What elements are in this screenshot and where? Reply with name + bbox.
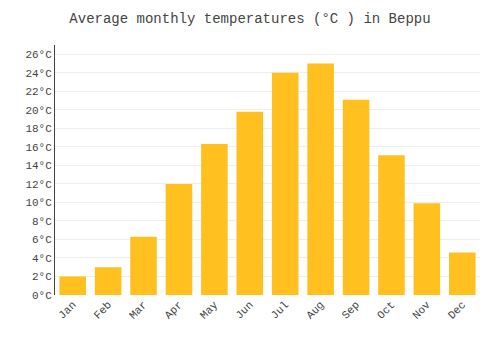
svg-text:Apr: Apr: [162, 299, 184, 321]
svg-text:0°C: 0°C: [32, 290, 52, 302]
svg-text:18°C: 18°C: [25, 123, 52, 135]
svg-text:Jul: Jul: [269, 299, 291, 321]
svg-text:Jun: Jun: [233, 299, 255, 321]
svg-text:Feb: Feb: [92, 299, 114, 321]
svg-text:Average monthly temperatures (: Average monthly temperatures (°C ) in Be…: [69, 11, 430, 27]
svg-text:10°C: 10°C: [25, 197, 52, 209]
svg-text:Oct: Oct: [375, 299, 397, 321]
svg-text:16°C: 16°C: [25, 142, 52, 154]
svg-text:14°C: 14°C: [25, 160, 52, 172]
svg-text:20°C: 20°C: [25, 105, 52, 117]
svg-text:2°C: 2°C: [32, 271, 52, 283]
svg-text:24°C: 24°C: [25, 68, 52, 80]
svg-text:Sep: Sep: [340, 299, 362, 321]
svg-text:Mar: Mar: [127, 299, 149, 321]
svg-text:6°C: 6°C: [32, 234, 52, 246]
svg-text:Dec: Dec: [446, 299, 468, 321]
svg-text:22°C: 22°C: [25, 86, 52, 98]
svg-text:12°C: 12°C: [25, 179, 52, 191]
svg-text:Aug: Aug: [304, 299, 326, 321]
svg-text:Nov: Nov: [410, 299, 433, 322]
svg-text:8°C: 8°C: [32, 216, 52, 228]
svg-text:Jan: Jan: [56, 299, 78, 321]
svg-text:4°C: 4°C: [32, 253, 52, 265]
svg-text:26°C: 26°C: [25, 49, 52, 61]
svg-text:May: May: [198, 299, 221, 322]
